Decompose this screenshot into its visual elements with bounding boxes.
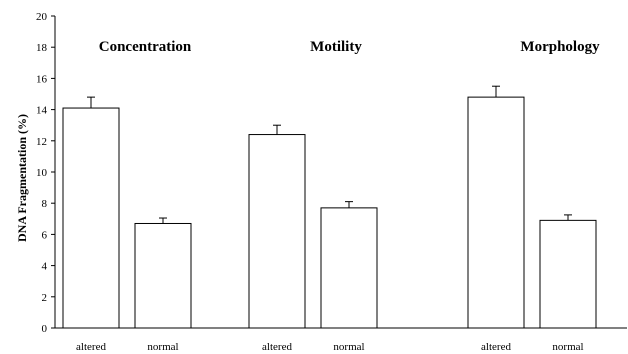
group-title: Concentration [99,39,192,55]
bar-label: altered [262,341,292,353]
y-tick-label: 12 [36,136,47,148]
bar [248,134,306,329]
bar [62,107,120,329]
category-labels: Concentration altered normal Motility altere… [76,39,600,353]
y-tick-label: 16 [36,73,48,85]
group-title: Motility [310,39,362,55]
bar-label: altered [481,341,511,353]
bar [467,96,525,329]
bar-label: normal [333,341,364,353]
bar-label: altered [76,341,106,353]
group-title: Morphology [520,39,600,55]
bar [539,219,597,329]
y-tick-label: 18 [36,42,48,54]
y-tick-label: 6 [42,229,48,241]
y-tick-label: 4 [42,261,48,273]
y-axis-label: DNA Fragmentation (%) [15,114,29,242]
bar [320,207,378,329]
y-tick-label: 0 [42,323,48,335]
y-tick-label: 20 [36,11,48,23]
y-tick-label: 10 [36,167,48,179]
bar [134,222,192,329]
y-tick-label: 8 [42,198,48,210]
y-tick-label: 2 [42,292,48,304]
bar-label: normal [147,341,178,353]
bar-label: normal [552,341,583,353]
y-axis-ticks: 0 2 4 6 8 10 12 14 16 18 20 [36,11,55,335]
bars [62,85,597,329]
y-tick-label: 14 [36,105,48,117]
